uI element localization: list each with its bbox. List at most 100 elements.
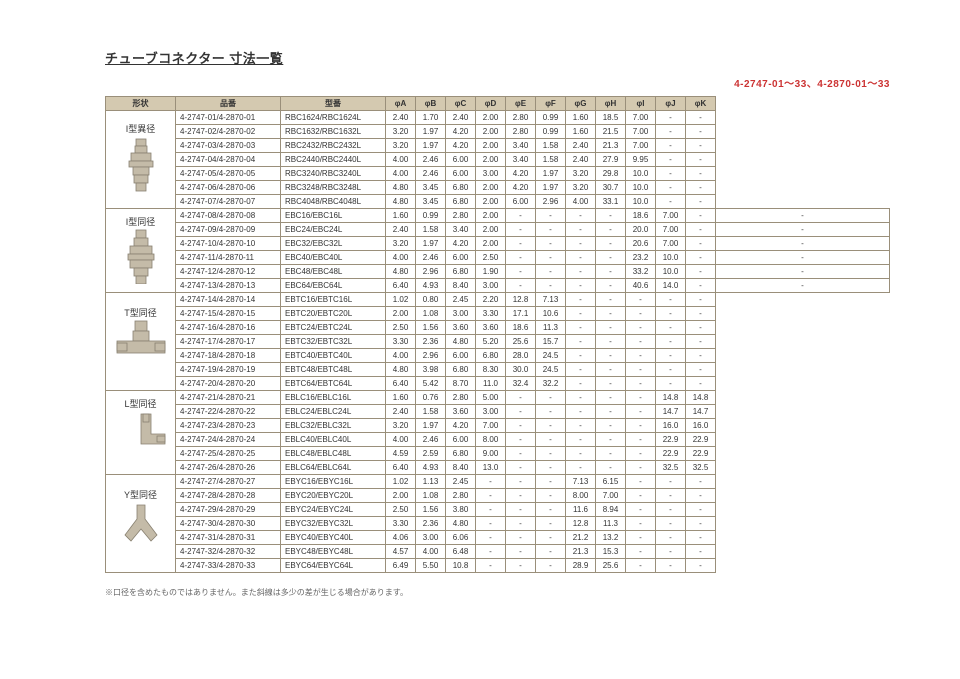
dim-cell: 1.97 [416,419,446,433]
model-number: EBC40/EBC40L [281,251,386,265]
dim-cell: - [656,559,686,573]
dim-cell: - [626,489,656,503]
dim-cell: - [596,461,626,475]
dim-cell: 2.40 [566,153,596,167]
dim-cell: 0.80 [416,293,446,307]
dim-cell: 4.80 [386,195,416,209]
dim-cell: 6.80 [446,181,476,195]
dim-cell: - [536,251,566,265]
table-row: 4-2747-02/4-2870-02RBC1632/RBC1632L3.201… [106,125,890,139]
dim-cell: - [536,209,566,223]
dim-cell: - [626,363,656,377]
dim-cell: - [716,251,890,265]
dim-cell: - [476,517,506,531]
dim-cell: 2.96 [416,349,446,363]
table-row: 4-2747-16/4-2870-16EBTC24/EBTC24L2.501.5… [106,321,890,335]
dim-cell: - [536,419,566,433]
dim-cell: 10.0 [656,265,686,279]
dim-cell: - [506,559,536,573]
model-number: RBC1624/RBC1624L [281,111,386,125]
dim-cell: 18.6 [506,321,536,335]
table-row: 4-2747-25/4-2870-25EBLC48/EBLC48L4.592.5… [106,447,890,461]
model-number: EBC64/EBC64L [281,279,386,293]
dim-cell: 1.60 [566,125,596,139]
col-φA: φA [386,97,416,111]
dim-cell: 5.00 [476,391,506,405]
dim-cell: - [686,349,716,363]
table-row: Y型同径4-2747-27/4-2870-27EBYC16/EBYC16L1.0… [106,475,890,489]
model-number: EBC48/EBC48L [281,265,386,279]
part-number: 4-2747-02/4-2870-02 [176,125,281,139]
dim-cell: 8.40 [446,461,476,475]
dim-cell: 25.6 [596,559,626,573]
dim-cell: - [626,405,656,419]
dim-cell: 4.00 [386,349,416,363]
table-row: L型同径4-2747-21/4-2870-21EBLC16/EBLC16L1.6… [106,391,890,405]
dim-cell: 1.02 [386,475,416,489]
dim-cell: - [686,279,716,293]
part-number: 4-2747-08/4-2870-08 [176,209,281,223]
dim-cell: 3.30 [386,335,416,349]
dim-cell: - [596,279,626,293]
dim-cell: 4.93 [416,461,446,475]
dim-cell: 4.80 [446,335,476,349]
dim-cell: 15.7 [536,335,566,349]
dim-cell: - [626,461,656,475]
dim-cell: - [686,307,716,321]
part-number: 4-2747-11/4-2870-11 [176,251,281,265]
dim-cell: 3.20 [386,237,416,251]
dim-cell: 6.80 [446,447,476,461]
model-number: EBLC40/EBLC40L [281,433,386,447]
dim-cell: 28.0 [506,349,536,363]
dim-cell: - [506,237,536,251]
dim-cell: 2.80 [506,125,536,139]
dim-cell: - [506,279,536,293]
part-number: 4-2747-03/4-2870-03 [176,139,281,153]
dim-cell: 3.30 [386,517,416,531]
dim-cell: - [656,363,686,377]
dim-cell: - [626,335,656,349]
table-row: T型同径4-2747-14/4-2870-14EBTC16/EBTC16L1.0… [106,293,890,307]
dim-cell: 4.20 [446,237,476,251]
dim-cell: - [536,531,566,545]
dim-cell: 1.70 [416,111,446,125]
dim-cell: 8.00 [566,489,596,503]
part-number: 4-2747-27/4-2870-27 [176,475,281,489]
dim-cell: - [596,349,626,363]
dim-cell: - [506,531,536,545]
dim-cell: 40.6 [626,279,656,293]
dim-cell: - [536,405,566,419]
dim-cell: - [536,489,566,503]
dim-cell: - [656,335,686,349]
dim-cell: 1.60 [566,111,596,125]
dim-cell: 4.00 [386,153,416,167]
dim-cell: - [716,265,890,279]
dim-cell: 12.8 [506,293,536,307]
shape-label: T型同径 [108,308,173,319]
dim-cell: 4.93 [416,279,446,293]
dim-cell: 4.20 [446,125,476,139]
dim-cell: 28.9 [566,559,596,573]
dim-cell: 3.20 [386,125,416,139]
dim-cell: 0.99 [536,111,566,125]
dim-cell: 4.00 [416,545,446,559]
dim-cell: 1.97 [416,237,446,251]
dim-cell: - [596,265,626,279]
table-row: 4-2747-13/4-2870-13EBC64/EBC64L6.404.938… [106,279,890,293]
dim-cell: - [566,433,596,447]
table-row: 4-2747-31/4-2870-31EBYC40/EBYC40L4.063.0… [106,531,890,545]
dim-cell: - [656,111,686,125]
dim-cell: 4.20 [446,139,476,153]
dim-cell: - [686,139,716,153]
dim-cell: 6.00 [446,349,476,363]
part-number: 4-2747-19/4-2870-19 [176,363,281,377]
dim-cell: 1.97 [536,167,566,181]
dim-cell: 1.97 [416,125,446,139]
dim-cell: 2.00 [386,307,416,321]
model-number: RBC2432/RBC2432L [281,139,386,153]
dim-cell: 9.00 [476,447,506,461]
model-number: EBYC48/EBYC48L [281,545,386,559]
dim-cell: 4.57 [386,545,416,559]
dim-cell: - [536,517,566,531]
dim-cell: 2.40 [386,111,416,125]
